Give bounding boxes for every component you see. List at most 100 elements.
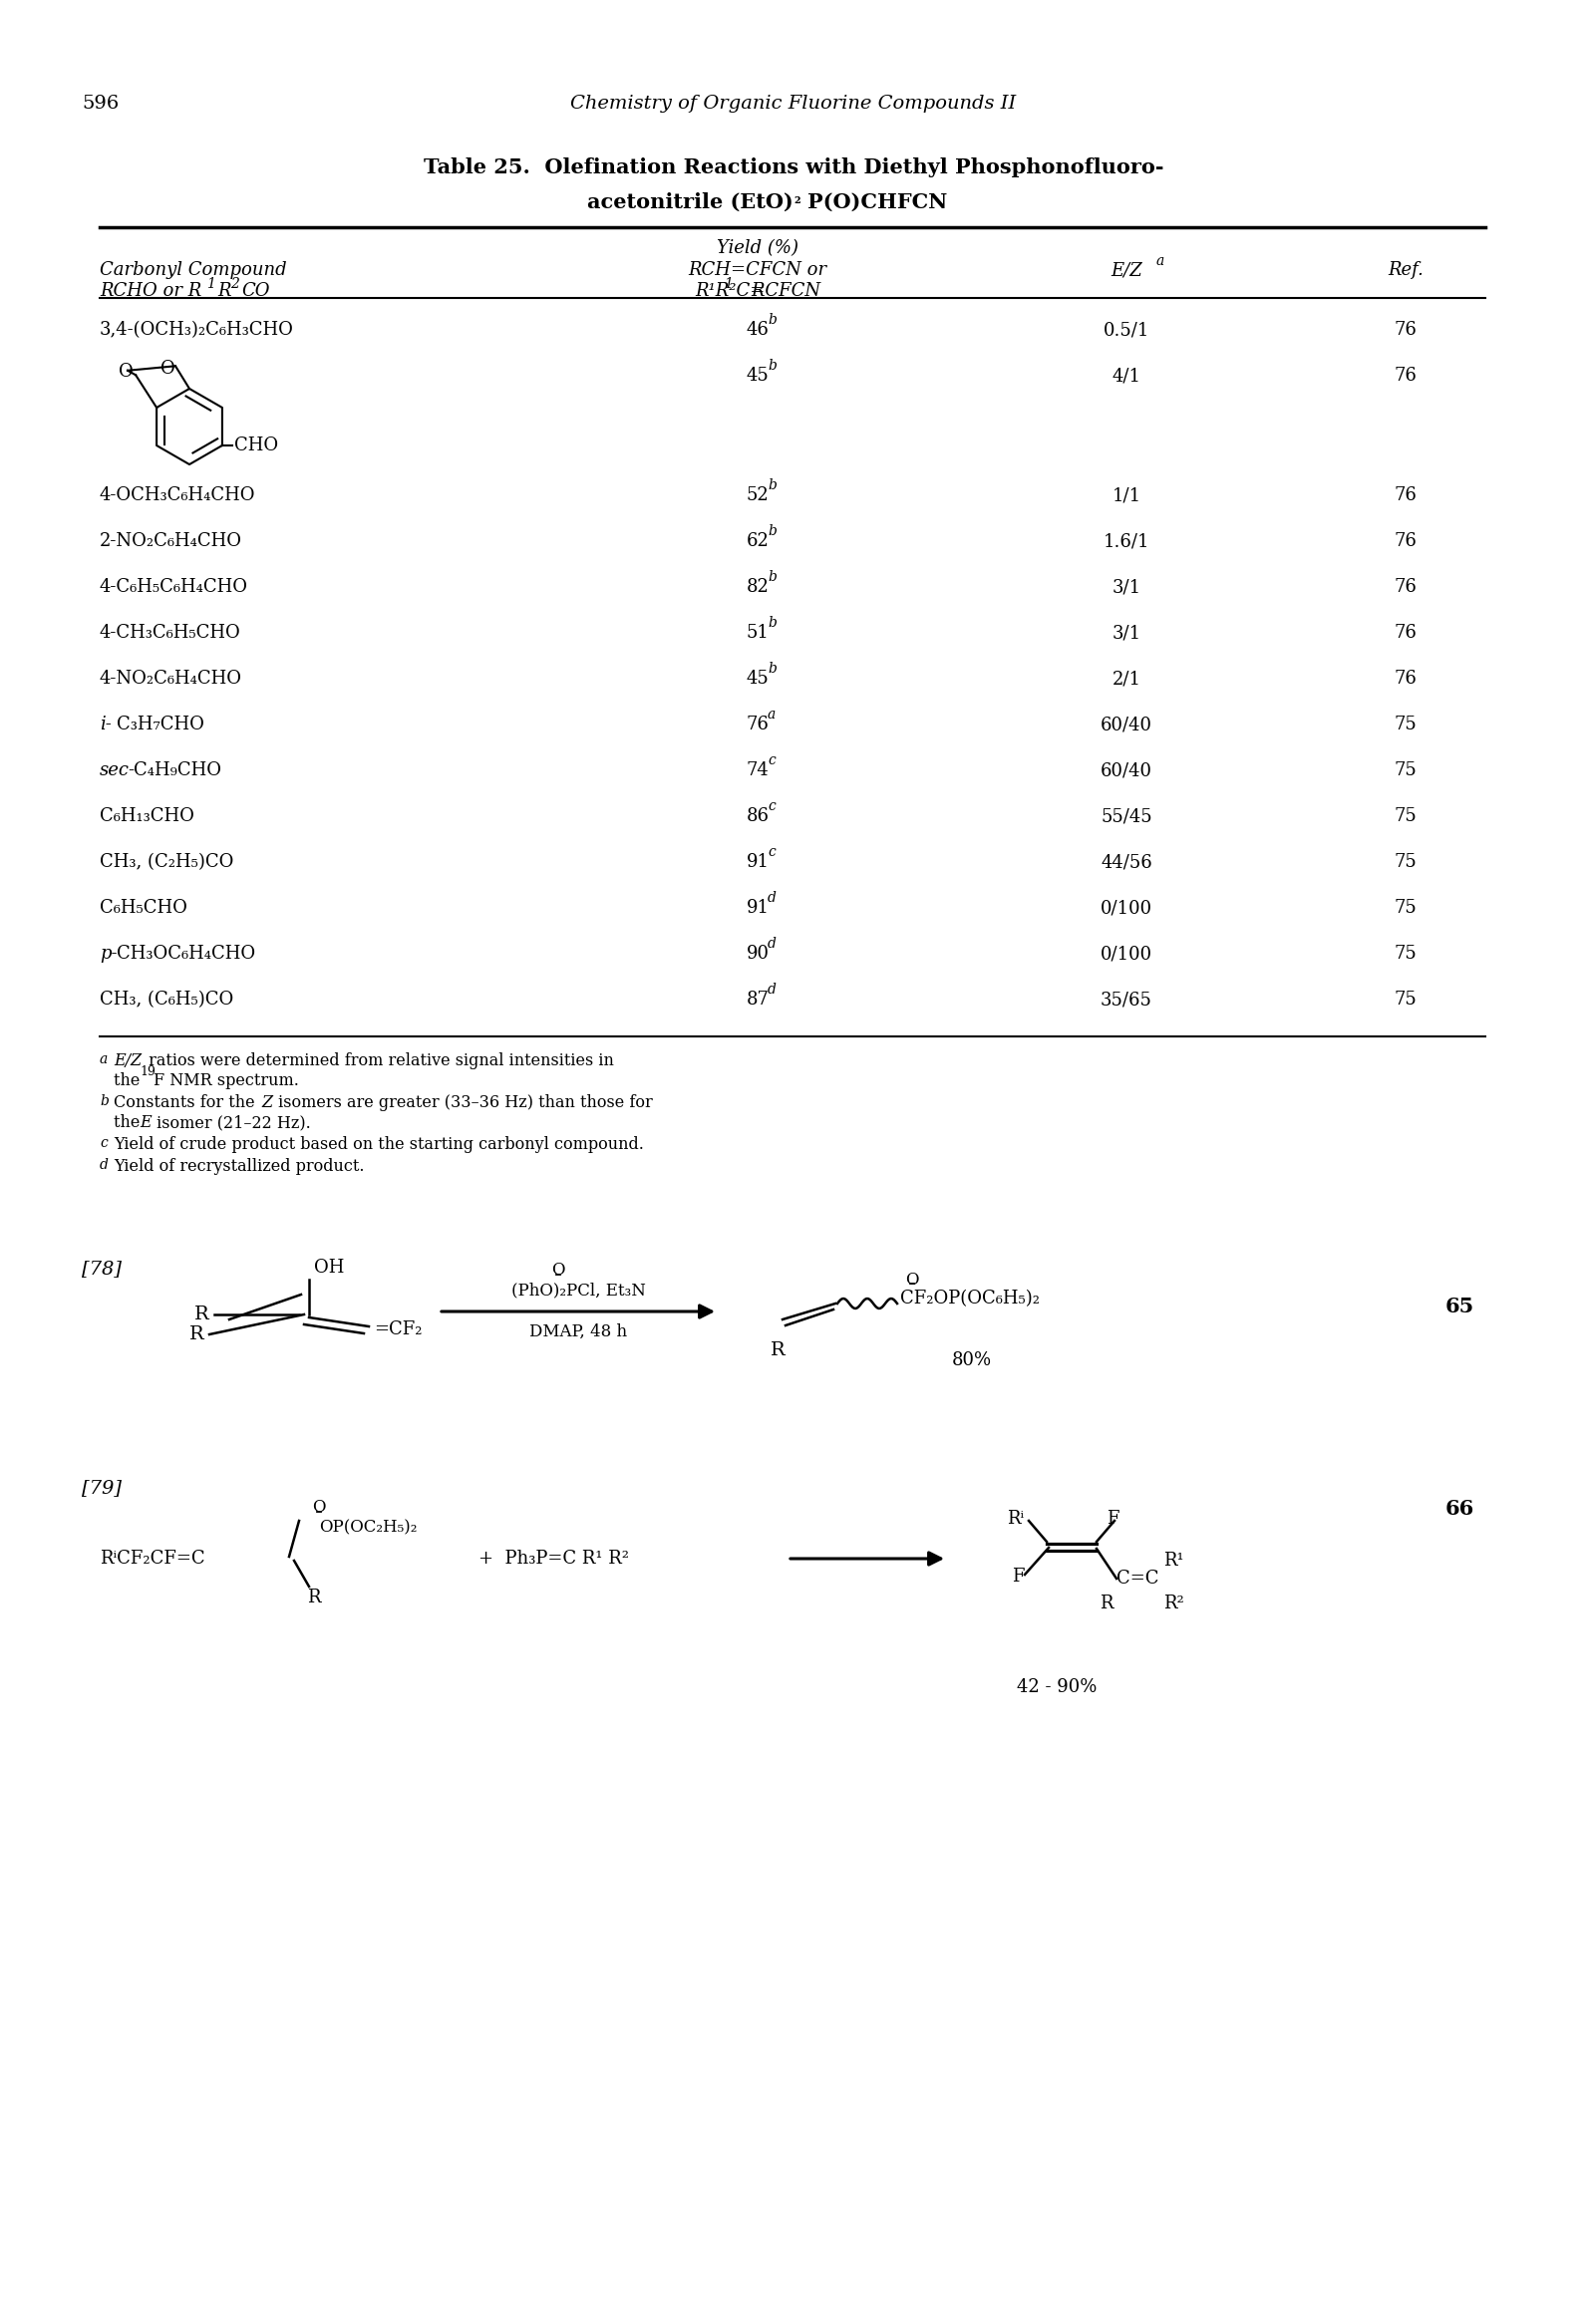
Text: 60/40: 60/40 (1100, 762, 1153, 779)
Text: a: a (767, 706, 777, 720)
Text: DMAP, 48 h: DMAP, 48 h (529, 1322, 627, 1341)
Text: F: F (1012, 1569, 1024, 1585)
Text: R²: R² (1164, 1594, 1185, 1613)
Text: ratios were determined from relative signal intensities in: ratios were determined from relative sig… (143, 1053, 615, 1069)
Text: P(O)CHFCN: P(O)CHFCN (807, 193, 948, 211)
Text: ₂: ₂ (794, 193, 800, 207)
Text: 1/1: 1/1 (1112, 486, 1140, 504)
Text: C₆H₁₃CHO: C₆H₁₃CHO (100, 806, 194, 825)
Text: 44/56: 44/56 (1100, 853, 1153, 872)
Text: OH: OH (314, 1260, 345, 1276)
Text: [78]: [78] (81, 1260, 122, 1278)
Text: Z: Z (260, 1095, 272, 1111)
Text: 45: 45 (746, 367, 769, 386)
Text: 75: 75 (1394, 946, 1416, 962)
Text: Yield of recrystallized product.: Yield of recrystallized product. (114, 1157, 364, 1176)
Text: the: the (114, 1113, 145, 1132)
Text: O: O (313, 1499, 326, 1515)
Text: 1.6/1: 1.6/1 (1104, 532, 1150, 551)
Text: b: b (767, 662, 777, 676)
Text: 1: 1 (206, 277, 216, 290)
Text: b: b (767, 525, 777, 539)
Text: 1: 1 (724, 277, 732, 290)
Text: 80%: 80% (951, 1350, 992, 1369)
Text: Chemistry of Organic Fluorine Compounds II: Chemistry of Organic Fluorine Compounds … (570, 95, 1016, 112)
Text: 4/1: 4/1 (1112, 367, 1140, 386)
Text: C₄H₉CHO: C₄H₉CHO (133, 762, 221, 779)
Text: d: d (767, 983, 777, 997)
Text: 0/100: 0/100 (1100, 946, 1153, 962)
Text: 42 - 90%: 42 - 90% (1016, 1678, 1097, 1697)
Text: R: R (770, 1341, 784, 1360)
Text: 76: 76 (1394, 486, 1416, 504)
Text: b: b (100, 1095, 108, 1109)
Text: CH₃, (C₆H₅)CO: CH₃, (C₆H₅)CO (100, 990, 233, 1009)
Text: C₆H₅CHO: C₆H₅CHO (100, 899, 187, 918)
Text: 0/100: 0/100 (1100, 899, 1153, 918)
Text: R: R (189, 1325, 205, 1343)
Text: CF₂OP(OC₆H₅)₂: CF₂OP(OC₆H₅)₂ (900, 1290, 1040, 1308)
Text: 52: 52 (746, 486, 769, 504)
Text: E/Z: E/Z (114, 1053, 141, 1069)
Text: 75: 75 (1394, 716, 1416, 734)
Text: the: the (114, 1071, 145, 1090)
Text: a: a (100, 1053, 108, 1067)
Text: 4-C₆H₅C₆H₄CHO: 4-C₆H₅C₆H₄CHO (100, 579, 248, 595)
Text: CHO: CHO (233, 437, 278, 456)
Text: acetonitrile (EtO): acetonitrile (EtO) (588, 193, 794, 211)
Text: F: F (1107, 1511, 1120, 1527)
Text: 76: 76 (1394, 367, 1416, 386)
Text: 76: 76 (1394, 579, 1416, 595)
Text: d: d (767, 890, 777, 904)
Text: b: b (767, 358, 777, 372)
Text: E/Z: E/Z (1110, 260, 1142, 279)
Text: 0.5/1: 0.5/1 (1104, 321, 1150, 339)
Text: 35/65: 35/65 (1100, 990, 1153, 1009)
Text: a: a (1156, 253, 1164, 267)
Text: 46: 46 (746, 321, 769, 339)
Text: CH₃, (C₂H₅)CO: CH₃, (C₂H₅)CO (100, 853, 233, 872)
Text: Constants for the: Constants for the (114, 1095, 260, 1111)
Text: E: E (140, 1113, 151, 1132)
Text: 51: 51 (746, 623, 769, 641)
Text: 2: 2 (230, 277, 240, 290)
Text: i-: i- (100, 716, 111, 734)
Text: 75: 75 (1394, 853, 1416, 872)
Text: Table 25.  Olefination Reactions with Diethyl Phosphonofluoro-: Table 25. Olefination Reactions with Die… (424, 158, 1164, 177)
Text: isomer (21–22 Hz).: isomer (21–22 Hz). (151, 1113, 311, 1132)
Text: R: R (1100, 1594, 1113, 1613)
Text: Ref.: Ref. (1388, 260, 1423, 279)
Text: +  Ph₃P=C R¹ R²: + Ph₃P=C R¹ R² (478, 1550, 629, 1569)
Text: 45: 45 (746, 669, 769, 688)
Text: [79]: [79] (81, 1478, 122, 1497)
Text: O: O (119, 363, 133, 381)
Text: d: d (100, 1157, 108, 1171)
Text: 55/45: 55/45 (1100, 806, 1153, 825)
Text: Yield of crude product based on the starting carbonyl compound.: Yield of crude product based on the star… (114, 1136, 643, 1153)
Text: b: b (767, 479, 777, 493)
Text: C₃H₇CHO: C₃H₇CHO (116, 716, 205, 734)
Text: (PhO)₂PCl, Et₃N: (PhO)₂PCl, Et₃N (511, 1281, 645, 1299)
Text: 86: 86 (746, 806, 769, 825)
Text: 4-OCH₃C₆H₄CHO: 4-OCH₃C₆H₄CHO (100, 486, 256, 504)
Text: b: b (767, 569, 777, 583)
Text: 87: 87 (746, 990, 769, 1009)
Text: 60/40: 60/40 (1100, 716, 1153, 734)
Text: d: d (767, 937, 777, 951)
Text: RCH=CFCN or: RCH=CFCN or (688, 260, 827, 279)
Text: isomers are greater (33–36 Hz) than those for: isomers are greater (33–36 Hz) than thos… (273, 1095, 653, 1111)
Text: b: b (767, 616, 777, 630)
Text: R: R (751, 281, 764, 300)
Text: RCHO or R: RCHO or R (100, 281, 202, 300)
Text: CO: CO (241, 281, 270, 300)
Text: p-: p- (100, 946, 118, 962)
Text: 75: 75 (1394, 762, 1416, 779)
Text: 62: 62 (746, 532, 769, 551)
Text: c: c (767, 753, 775, 767)
Text: O: O (160, 360, 175, 379)
Text: F NMR spectrum.: F NMR spectrum. (154, 1071, 299, 1090)
Text: Rⁱ: Rⁱ (1007, 1511, 1024, 1527)
Text: 76: 76 (1394, 623, 1416, 641)
Text: b: b (767, 314, 777, 328)
Text: c: c (767, 846, 775, 860)
